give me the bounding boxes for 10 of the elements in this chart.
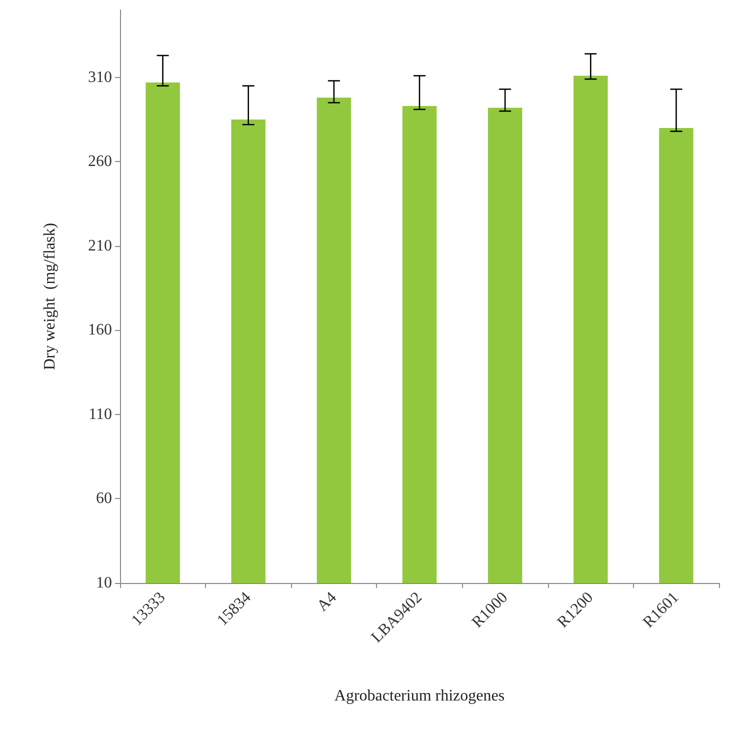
y-axis-title: Dry weight (mg/flask) — [42, 222, 58, 370]
y-tick-label: 160 — [88, 322, 112, 339]
y-tick-label: 310 — [88, 68, 112, 86]
y-tick-label: 210 — [88, 237, 112, 254]
x-tick-label: A4 — [314, 588, 340, 615]
y-tick-label: 60 — [96, 490, 112, 508]
x-axis-title: Agrobacterium rhizogenes — [334, 688, 505, 704]
y-tick-label: 260 — [88, 153, 112, 170]
y-tick-label: 110 — [88, 406, 112, 423]
y-tick-label: 10 — [96, 574, 112, 592]
